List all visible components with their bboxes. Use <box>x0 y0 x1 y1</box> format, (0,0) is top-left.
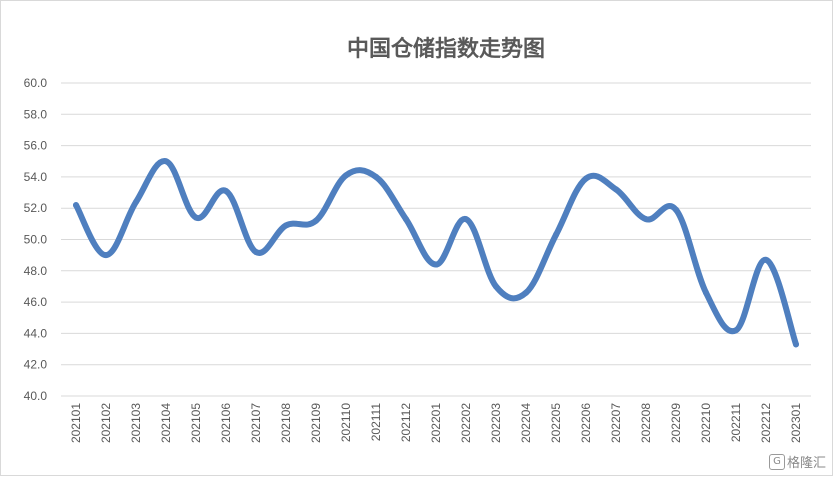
data-point <box>583 175 589 182</box>
data-point <box>493 283 499 290</box>
series-layer <box>73 158 799 348</box>
data-point <box>103 252 109 259</box>
x-tick-label: 202106 <box>219 403 233 443</box>
data-point <box>703 289 709 296</box>
data-point <box>523 289 529 296</box>
x-tick-label: 202211 <box>729 403 743 442</box>
data-point <box>673 206 679 213</box>
x-tick-label: 202103 <box>129 403 143 443</box>
x-tick-label: 202101 <box>69 403 83 443</box>
x-tick-label: 202205 <box>549 403 563 443</box>
x-tick-label: 202212 <box>759 403 773 443</box>
x-tick-label: 202104 <box>159 403 173 443</box>
y-tick-label: 54.0 <box>24 170 48 184</box>
grid-lines <box>61 82 811 397</box>
x-tick-label: 202112 <box>399 403 413 442</box>
data-point <box>163 158 169 165</box>
x-tick-label: 202207 <box>609 403 623 443</box>
data-point <box>463 216 469 223</box>
x-tick-label: 202203 <box>489 403 503 443</box>
data-point <box>643 216 649 223</box>
data-point <box>433 261 439 268</box>
data-point <box>553 231 559 238</box>
y-axis-ticks: 60.0 58.0 56.0 54.0 52.0 50.0 48.0 46.0 44.0 42.0… <box>24 76 48 403</box>
y-tick-label: 60.0 <box>24 76 48 90</box>
watermark: G 格隆汇 <box>768 452 826 471</box>
x-tick-label: 202201 <box>429 403 443 443</box>
y-tick-label: 44.0 <box>24 326 48 340</box>
y-tick-label: 52.0 <box>24 201 48 215</box>
data-point <box>193 214 199 221</box>
data-point <box>403 216 409 223</box>
data-point <box>73 202 79 209</box>
chart-title: 中国仓储指数走势图 <box>347 36 545 62</box>
data-point <box>253 249 259 256</box>
data-point <box>133 198 139 205</box>
y-tick-label: 46.0 <box>24 295 48 309</box>
x-tick-label: 202107 <box>249 403 263 443</box>
x-tick-label: 202109 <box>309 403 323 443</box>
data-point <box>313 217 319 224</box>
x-tick-label: 202202 <box>459 403 473 443</box>
x-tick-label: 202204 <box>519 403 533 443</box>
x-tick-label: 202102 <box>99 403 113 443</box>
x-tick-label: 202108 <box>279 403 293 443</box>
y-tick-label: 56.0 <box>24 139 48 153</box>
x-tick-label: 202210 <box>699 403 713 443</box>
x-axis-ticks: 202101 202102 202103 202104 202105 202106 2021… <box>69 403 803 443</box>
y-tick-label: 40.0 <box>24 389 48 403</box>
x-tick-label: 202111 <box>369 403 383 442</box>
x-tick-label: 202105 <box>189 403 203 443</box>
data-point <box>613 186 619 193</box>
data-point <box>733 327 739 334</box>
data-point <box>763 256 769 263</box>
x-tick-label: 202206 <box>579 403 593 443</box>
watermark-text: 格隆汇 <box>786 456 826 471</box>
x-tick-label: 202110 <box>339 403 353 442</box>
x-tick-label: 202209 <box>669 403 683 443</box>
data-point <box>283 222 289 229</box>
series-line <box>73 158 799 348</box>
x-tick-label: 202208 <box>639 403 653 443</box>
data-point <box>373 173 379 180</box>
y-tick-label: 48.0 <box>24 264 48 278</box>
y-tick-label: 50.0 <box>24 233 48 247</box>
gelonghui-logo-icon: G <box>768 453 785 470</box>
y-tick-label: 42.0 <box>24 358 48 372</box>
data-point <box>223 187 229 194</box>
y-tick-label: 58.0 <box>24 107 48 121</box>
data-point <box>343 172 349 179</box>
data-point <box>793 341 799 348</box>
x-tick-label: 202301 <box>789 403 803 443</box>
